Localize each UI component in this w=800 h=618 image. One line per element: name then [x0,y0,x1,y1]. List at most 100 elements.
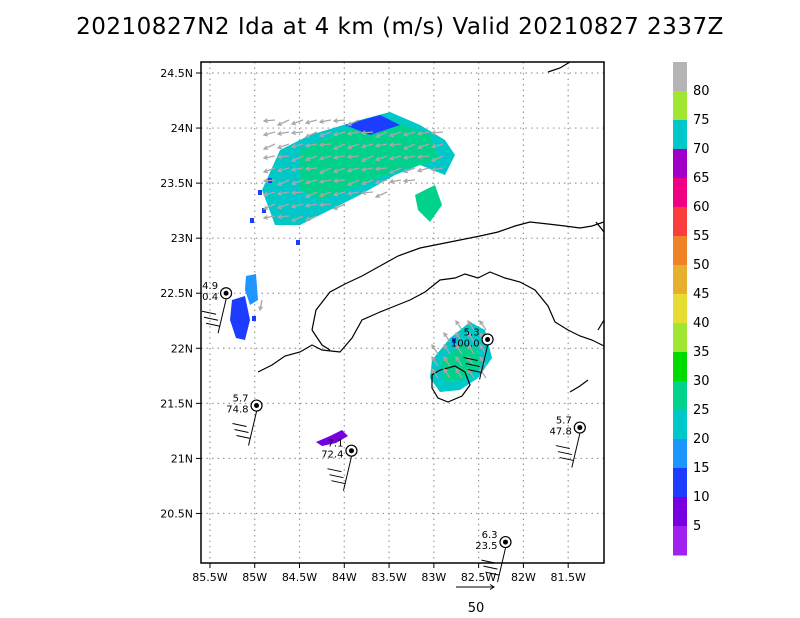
wind-speed-patch [262,208,266,213]
wind-vector [319,131,332,137]
y-tick-label: 21N [171,452,193,465]
wind-vector [467,332,475,343]
wind-barb-flag [485,571,500,576]
wind-barb-flag [234,429,249,434]
wind-vector-head [290,130,296,136]
wind-vector [479,344,487,355]
wind-speed-patch [415,185,442,222]
wind-vector-head [360,130,366,136]
florida-keys [547,62,577,73]
wind-vector-head [431,343,436,350]
wind-vector [443,332,451,343]
station-dot [577,425,583,431]
wind-vector [305,203,318,207]
wind-vectors [258,118,487,379]
wind-vector-head [332,131,339,137]
wind-vector [277,119,290,126]
wind-barb [571,433,581,468]
wind-barb-flag [559,457,574,462]
wind-vector-head [318,119,324,124]
wind-barb [342,456,352,491]
wind-vector-head [416,144,423,150]
wind-vector [455,368,463,379]
wind-vector-head [360,167,366,172]
wind-vector [443,356,451,367]
wind-vector-head [276,131,282,136]
wind-barb-flag [203,316,219,321]
wind-vector [431,167,444,171]
wind-vector [263,131,276,136]
wind-vector-head [304,179,311,185]
wind-vector [417,167,430,172]
wind-vector [263,179,276,182]
wind-vector [347,119,360,126]
wind-vector [263,167,276,173]
wind-vector-head [262,145,269,150]
wind-vector [347,131,360,135]
wind-vector [375,155,388,161]
wind-vector [333,131,346,136]
wind-vector [361,155,374,162]
colorbar-segment [673,207,687,237]
wind-vector-head [304,119,311,125]
wind-vector-head [332,155,338,160]
station-dot [485,336,491,342]
x-tick-label: 82.5W [461,571,496,584]
wind-vector-head [332,118,338,124]
wind-vector [375,179,388,184]
wind-vector-head [431,355,436,362]
wind-vector-head [262,168,269,174]
wind-vector [291,155,304,162]
wind-vector [467,320,475,331]
station-label-bottom: 23.5 [475,541,497,552]
wind-barb-flag [483,565,498,570]
wind-vector-head [262,118,268,124]
wind-vector-head [290,143,297,149]
x-axis: 85.5W 85W 84.5W 84W 83.5W 83W 82.5W 82W 81.5W [192,563,586,584]
wind-vector-head [276,144,283,150]
wind-vector [319,143,332,146]
wind-vector-head [360,143,367,149]
wind-vector-head [262,205,269,210]
wind-vector [319,179,332,183]
wind-vector [431,155,444,162]
wind-vector-head [290,180,297,186]
wind-speed-patch [258,190,262,195]
wind-vector-head [479,331,484,338]
wind-vector [305,131,318,138]
station-label-top: 4.9 [202,281,218,292]
wind-vector [305,179,318,184]
wind-vector [479,320,487,331]
colorbar-label: 80 [693,84,710,99]
wind-vector-head [332,168,339,174]
station-dot [254,403,260,409]
x-tick-label: 82W [511,571,536,584]
wind-vector-head [262,155,268,160]
wind-vector-head [318,142,324,148]
wind-vector-head [332,205,339,210]
station: 5.774.8 [226,394,263,446]
wind-vector-head [290,217,297,222]
wind-vector-head [360,180,367,186]
wind-vector [443,368,451,379]
wind-barb [217,299,227,334]
wind-vector [291,215,304,222]
wind-vector-head [455,331,460,338]
wind-vector [277,143,290,149]
reference-label: 50 [468,601,485,616]
wind-vector [277,155,290,158]
wind-vector [467,344,475,355]
y-tick-label: 23N [171,232,193,245]
wind-vector [319,167,332,174]
wind-vector [361,179,374,185]
wind-vector [291,179,304,185]
wind-vector [431,356,439,367]
wind-vector-head [479,343,484,350]
wind-vector [305,215,318,221]
wind-barb-flag [329,474,344,479]
wind-vector-head [276,167,283,173]
wind-vector [333,143,346,150]
wind-vector [375,167,388,170]
station-label-bottom: 0.4 [202,292,218,303]
colorbar-label: 45 [693,287,710,302]
